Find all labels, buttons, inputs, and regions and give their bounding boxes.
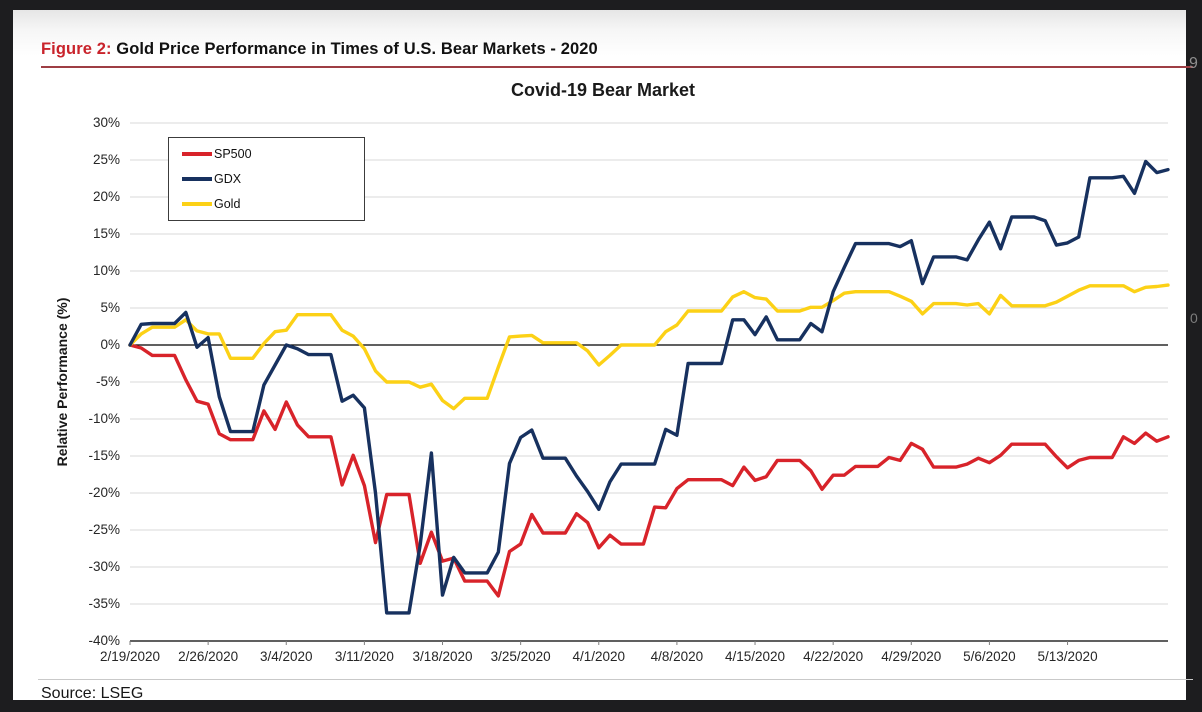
- chart-legend: SP500 GDX Gold: [168, 137, 365, 221]
- legend-label: Gold: [214, 196, 241, 211]
- chart-canvas: [128, 122, 1170, 645]
- clipped-edge-text-0: 0: [1190, 310, 1198, 326]
- figure-panel: Figure 2: Gold Price Performance in Time…: [13, 10, 1193, 702]
- x-tick-label: 4/1/2020: [572, 649, 626, 664]
- y-tick-label: -5%: [95, 374, 120, 389]
- x-tick-label: 4/8/2020: [650, 649, 704, 664]
- source-label: Source: LSEG: [41, 685, 144, 702]
- y-tick-label: 15%: [92, 226, 120, 241]
- x-tick-label: 5/6/2020: [963, 649, 1016, 664]
- y-tick-label: 20%: [92, 189, 120, 204]
- x-tick-label: 2/26/2020: [178, 649, 239, 664]
- y-tick-label: 30%: [92, 115, 120, 130]
- y-tick-label: 5%: [100, 300, 120, 315]
- legend-entry-sp500: SP500: [182, 147, 364, 161]
- figure-title-text: Gold Price Performance in Times of U.S. …: [111, 40, 598, 58]
- y-tick-label: -35%: [88, 596, 120, 611]
- figure-title: Figure 2: Gold Price Performance in Time…: [41, 40, 598, 59]
- x-tick-label: 4/22/2020: [803, 649, 864, 664]
- clipped-edge-text-9: 9: [1189, 55, 1198, 72]
- legend-swatch-sp500: [182, 152, 212, 157]
- x-tick-label: 3/11/2020: [334, 649, 394, 664]
- y-tick-label: 25%: [92, 152, 120, 167]
- x-tick-label: 5/13/2020: [1037, 649, 1098, 664]
- legend-entry-gold: Gold: [182, 197, 364, 211]
- legend-label: GDX: [214, 171, 242, 186]
- x-tick-label: 4/29/2020: [881, 649, 942, 664]
- legend-swatch-gdx: [182, 176, 212, 181]
- series-line-gdx: [128, 159, 1170, 615]
- y-tick-label: -25%: [88, 522, 120, 537]
- x-tick-label: 3/18/2020: [412, 649, 473, 664]
- x-tick-label: 2/19/2020: [99, 649, 161, 664]
- y-tick-label: -15%: [88, 448, 120, 463]
- series-line-gold: [128, 283, 1170, 411]
- legend-swatch-gold: [182, 201, 212, 206]
- y-tick-label: 10%: [92, 263, 120, 278]
- x-tick-label: 3/25/2020: [490, 649, 551, 664]
- y-tick-label: -40%: [88, 633, 120, 648]
- legend-entry-gdx: GDX: [182, 172, 364, 186]
- chart-title: Covid-19 Bear Market: [510, 80, 696, 100]
- y-tick-label: -30%: [88, 559, 120, 574]
- figure-number-label: Figure 2:: [41, 40, 112, 58]
- footer-divider: [38, 679, 1193, 680]
- x-tick-label: 3/4/2020: [259, 649, 313, 664]
- title-divider: [41, 66, 1193, 68]
- series-line-sp500: [128, 343, 1170, 598]
- legend-label: SP500: [214, 147, 252, 162]
- y-tick-label: 0%: [100, 337, 120, 352]
- x-tick-label: 4/15/2020: [725, 649, 786, 664]
- y-tick-label: -20%: [88, 485, 120, 500]
- y-tick-label: -10%: [88, 411, 120, 426]
